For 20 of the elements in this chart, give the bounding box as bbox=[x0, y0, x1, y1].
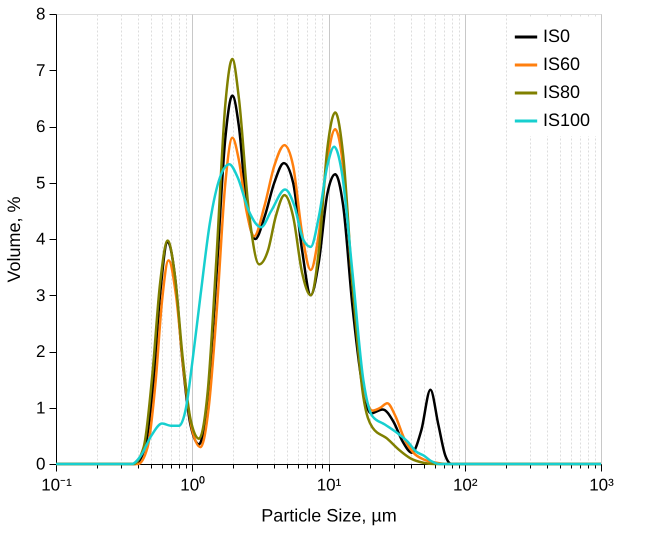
x-axis-title: Particle Size, µm bbox=[261, 506, 397, 526]
legend-label: IS80 bbox=[543, 82, 580, 102]
x-tick-label: 10¹ bbox=[316, 476, 342, 494]
y-tick-label: 3 bbox=[36, 286, 46, 305]
x-tick-label: 10⁻¹ bbox=[41, 476, 72, 494]
legend-label: IS60 bbox=[543, 54, 580, 74]
y-tick-label: 7 bbox=[36, 60, 46, 80]
y-tick-label: 8 bbox=[36, 4, 46, 24]
y-tick-label: 6 bbox=[36, 117, 46, 136]
x-tick-label: 10³ bbox=[589, 476, 614, 494]
y-tick-label: 5 bbox=[36, 173, 46, 192]
y-tick-label: 0 bbox=[36, 454, 46, 474]
y-axis-title: Volume, % bbox=[4, 196, 24, 283]
x-tick-label: 10² bbox=[452, 476, 478, 494]
x-tick-label: 10⁰ bbox=[180, 476, 206, 494]
legend-label: IS0 bbox=[543, 26, 570, 46]
y-tick-label: 1 bbox=[36, 398, 46, 418]
y-tick-label: 2 bbox=[36, 342, 46, 361]
legend-label: IS100 bbox=[543, 110, 590, 130]
y-tick-label: 4 bbox=[36, 230, 46, 248]
